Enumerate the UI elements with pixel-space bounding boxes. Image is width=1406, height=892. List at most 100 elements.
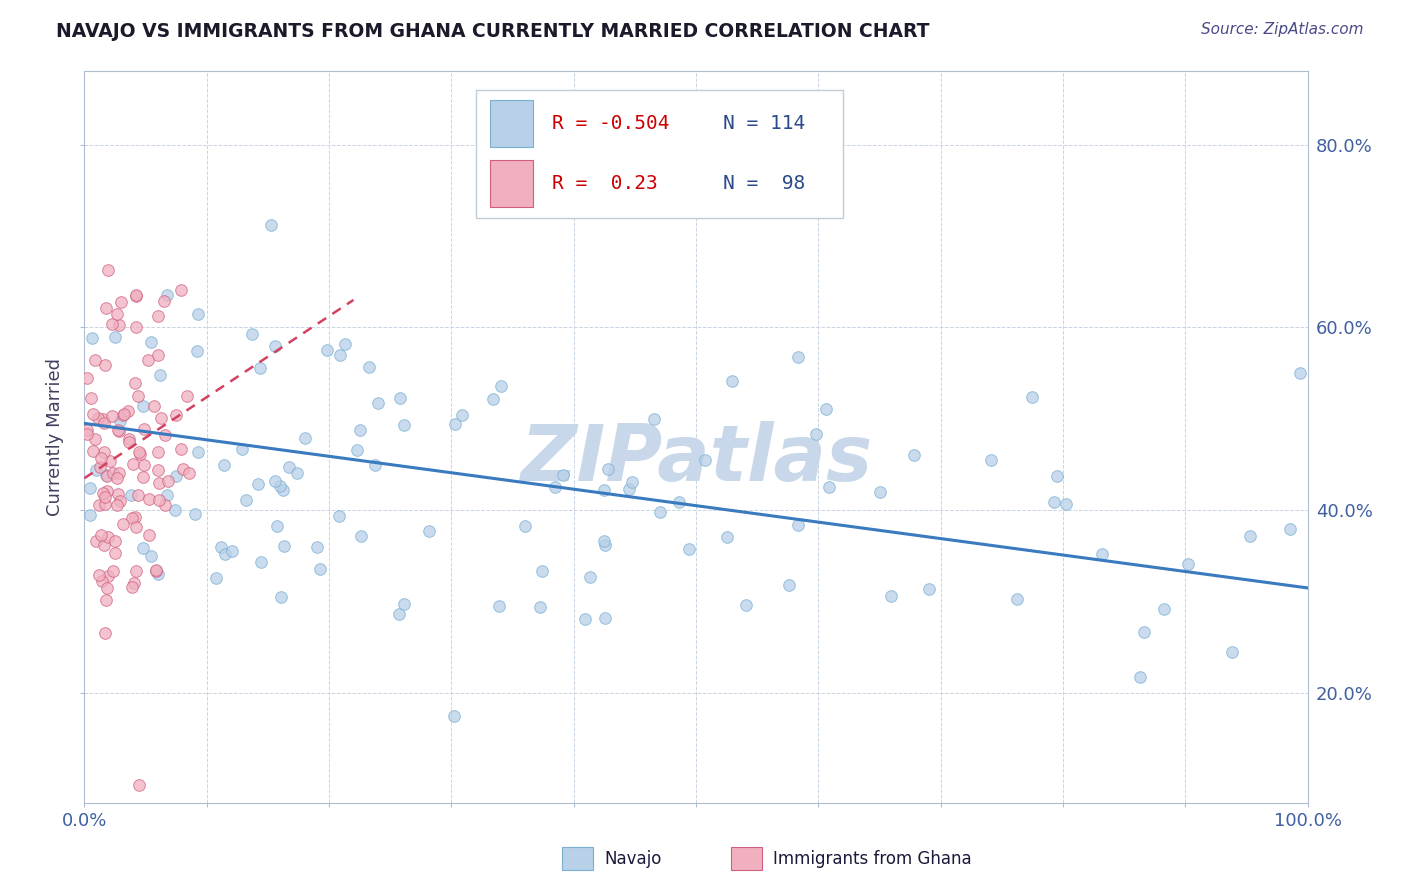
Point xyxy=(617,482,640,496)
Point xyxy=(869,485,891,500)
Point xyxy=(643,412,665,426)
Point xyxy=(1288,367,1310,381)
Point xyxy=(1005,591,1028,606)
Point xyxy=(93,538,115,552)
Point xyxy=(716,530,738,544)
Point xyxy=(94,358,117,372)
Point xyxy=(165,408,187,422)
Point xyxy=(100,409,122,423)
Point xyxy=(1021,390,1043,404)
Point xyxy=(104,533,127,548)
Point xyxy=(443,417,465,431)
Point xyxy=(146,463,169,477)
Point xyxy=(579,570,602,584)
Point xyxy=(266,519,288,533)
Point xyxy=(97,263,120,277)
Point xyxy=(91,486,114,500)
Point xyxy=(131,470,153,484)
Point xyxy=(108,424,131,438)
Point xyxy=(1043,495,1066,509)
Point xyxy=(125,519,148,533)
Point xyxy=(551,468,574,483)
Point xyxy=(87,411,110,425)
Y-axis label: Currently Married: Currently Married xyxy=(46,358,65,516)
Point xyxy=(204,571,226,585)
Point xyxy=(187,307,209,321)
Point xyxy=(305,540,328,554)
Point xyxy=(89,460,111,475)
Point xyxy=(84,432,107,446)
Point xyxy=(150,410,173,425)
Point xyxy=(145,564,167,578)
Point xyxy=(1278,523,1301,537)
Point xyxy=(481,392,503,406)
Point xyxy=(247,476,270,491)
Point xyxy=(129,447,152,461)
Point xyxy=(903,448,925,462)
Point xyxy=(235,493,257,508)
Bar xyxy=(491,160,533,208)
Point xyxy=(531,564,554,578)
Point xyxy=(308,561,330,575)
Point xyxy=(82,444,104,458)
Point xyxy=(76,423,98,437)
Point xyxy=(138,491,160,506)
Point xyxy=(443,709,465,723)
Point xyxy=(221,544,243,558)
Point xyxy=(93,626,115,640)
Point xyxy=(1045,469,1067,483)
Point xyxy=(122,457,145,471)
Point xyxy=(97,530,120,544)
Point xyxy=(388,391,411,405)
Point xyxy=(678,542,700,557)
Point xyxy=(212,458,235,472)
Point xyxy=(82,408,104,422)
Point xyxy=(163,503,186,517)
Point xyxy=(132,458,155,472)
Point xyxy=(112,408,135,422)
Point xyxy=(249,555,271,569)
Point xyxy=(90,574,112,589)
Text: N =  98: N = 98 xyxy=(723,174,806,194)
Point xyxy=(153,498,176,512)
Point xyxy=(132,422,155,436)
Point xyxy=(367,395,389,409)
Point xyxy=(918,582,941,596)
Point xyxy=(170,284,193,298)
Text: R =  0.23: R = 0.23 xyxy=(551,174,658,194)
Point xyxy=(145,563,167,577)
Point xyxy=(94,468,117,483)
Point xyxy=(125,319,148,334)
Point xyxy=(132,541,155,555)
Point xyxy=(146,348,169,362)
Text: N = 114: N = 114 xyxy=(723,114,806,133)
Point xyxy=(980,453,1002,467)
Point xyxy=(84,463,107,477)
Point xyxy=(693,453,716,467)
Point xyxy=(621,475,644,490)
Point xyxy=(335,336,357,351)
Point xyxy=(120,487,142,501)
Point xyxy=(97,569,120,583)
Point xyxy=(107,423,129,437)
Point xyxy=(294,431,316,445)
Point xyxy=(138,527,160,541)
Point xyxy=(111,408,134,422)
Point xyxy=(184,507,207,521)
Point xyxy=(346,442,368,457)
Point xyxy=(125,289,148,303)
Point xyxy=(148,309,170,323)
Point xyxy=(157,474,180,488)
Point xyxy=(648,505,671,519)
Point xyxy=(96,581,118,595)
Point xyxy=(543,480,565,494)
Point xyxy=(172,461,194,475)
Point xyxy=(136,352,159,367)
Point xyxy=(595,611,617,625)
Point xyxy=(84,353,107,368)
Point xyxy=(287,466,309,480)
Point xyxy=(721,374,744,388)
Text: Navajo: Navajo xyxy=(605,849,662,868)
Point xyxy=(231,442,253,457)
Point xyxy=(93,490,115,504)
